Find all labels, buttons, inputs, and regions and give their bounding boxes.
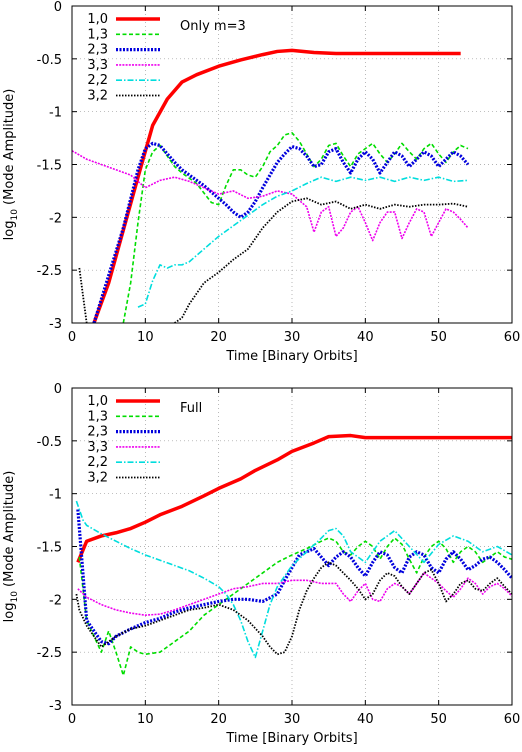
x-tick-label: 10	[137, 330, 154, 345]
y-tick-label: -1	[49, 488, 62, 503]
series-line-2-3	[76, 509, 512, 646]
x-tick-label: 30	[284, 330, 301, 345]
x-tick-label: 10	[137, 712, 154, 727]
chart-panel-only-m3: 0 10 20 30 40 50 60 0 -0.5 -1 -1.5 -2 -2.5 -3 Time [Bi…	[2, 0, 520, 364]
y-tick-label: -2	[49, 211, 62, 226]
y-axis-label-subscript: 10	[10, 591, 20, 603]
legend-label-2-2: 2,2	[87, 73, 108, 88]
series-line-2-2	[75, 500, 512, 659]
series-line-3-3	[77, 572, 512, 616]
chart-panel-full: 0 10 20 30 40 50 60 0 -0.5 -1 -1.5 -2 -2.5 -3 Time [Bi…	[2, 382, 520, 746]
y-tick-label: 0	[54, 0, 62, 15]
series-line-2-3	[92, 141, 470, 323]
legend-label-3-3: 3,3	[87, 440, 108, 455]
y-tick-label: -0.5	[37, 435, 62, 450]
legend-label-1-3: 1,3	[87, 409, 108, 424]
legend-label-1-0: 1,0	[87, 394, 108, 409]
legend: 1,01,32,33,32,23,2	[87, 394, 160, 486]
series-group	[75, 433, 512, 677]
x-tick-label: 60	[504, 712, 521, 727]
series-line-3-3	[72, 150, 469, 242]
y-tick-label: -1.5	[37, 541, 62, 556]
x-tick-label: 0	[68, 330, 76, 345]
series-group	[72, 48, 470, 323]
x-tick-label: 20	[210, 712, 227, 727]
x-tick-label: 0	[68, 712, 76, 727]
legend-label-2-3: 2,3	[87, 425, 108, 440]
x-tick-label: 40	[357, 330, 374, 345]
x-tick-label: 30	[284, 712, 301, 727]
panel-annotation: Full	[180, 401, 202, 416]
y-tick-label: -3	[49, 699, 62, 714]
legend-label-1-3: 1,3	[87, 27, 108, 42]
legend-label-1-0: 1,0	[87, 12, 108, 27]
y-axis-label-rest: (Mode Amplitude)	[2, 471, 17, 591]
series-line-3-2	[78, 197, 469, 323]
legend-label-3-3: 3,3	[87, 58, 108, 73]
y-axis-label: log10 (Mode Amplitude)	[2, 89, 20, 241]
x-tick-label: 60	[504, 330, 521, 345]
y-axis-label-main: log	[2, 603, 17, 623]
y-tick-label: -2	[49, 593, 62, 608]
x-tick-label: 50	[430, 330, 447, 345]
legend-label-2-3: 2,3	[87, 43, 108, 58]
y-axis-label-rest: (Mode Amplitude)	[2, 89, 17, 209]
legend-label-2-2: 2,2	[87, 455, 108, 470]
x-axis-label: Time [Binary Orbits]	[225, 349, 357, 364]
series-line-2-2	[137, 176, 469, 308]
y-tick-label: -1	[49, 106, 62, 121]
x-axis-label: Time [Binary Orbits]	[225, 731, 357, 746]
y-tick-label: -2.5	[37, 646, 62, 661]
series-line-1-3	[78, 537, 512, 677]
legend-label-3-2: 3,2	[87, 471, 108, 486]
y-tick-label: -3	[49, 317, 62, 332]
x-tick-label: 50	[430, 712, 447, 727]
legend-label-3-2: 3,2	[87, 89, 108, 104]
y-tick-label: 0	[54, 382, 62, 397]
y-tick-label: -1.5	[37, 159, 62, 174]
y-tick-label: -0.5	[37, 53, 62, 68]
legend: 1,01,32,33,32,23,2	[87, 12, 160, 104]
series-line-1-0	[76, 433, 512, 564]
y-axis-label: log10 (Mode Amplitude)	[2, 471, 20, 623]
x-tick-label: 20	[210, 330, 227, 345]
x-tick-label: 40	[357, 712, 374, 727]
series-line-3-2	[75, 561, 512, 656]
y-tick-label: -2.5	[37, 264, 62, 279]
panel-annotation: Only m=3	[180, 19, 246, 34]
y-axis-label-subscript: 10	[10, 209, 20, 221]
series-line-1-0	[92, 48, 461, 323]
y-axis-label-main: log	[2, 221, 17, 241]
